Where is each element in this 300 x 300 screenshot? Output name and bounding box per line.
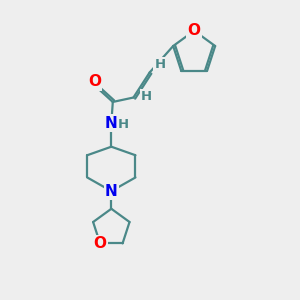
Text: H: H	[118, 118, 129, 131]
Text: H: H	[141, 90, 152, 103]
Text: O: O	[94, 236, 106, 251]
Text: O: O	[188, 23, 201, 38]
Text: O: O	[88, 74, 101, 89]
Text: H: H	[154, 58, 166, 71]
Text: N: N	[105, 116, 118, 131]
Text: N: N	[105, 184, 118, 199]
